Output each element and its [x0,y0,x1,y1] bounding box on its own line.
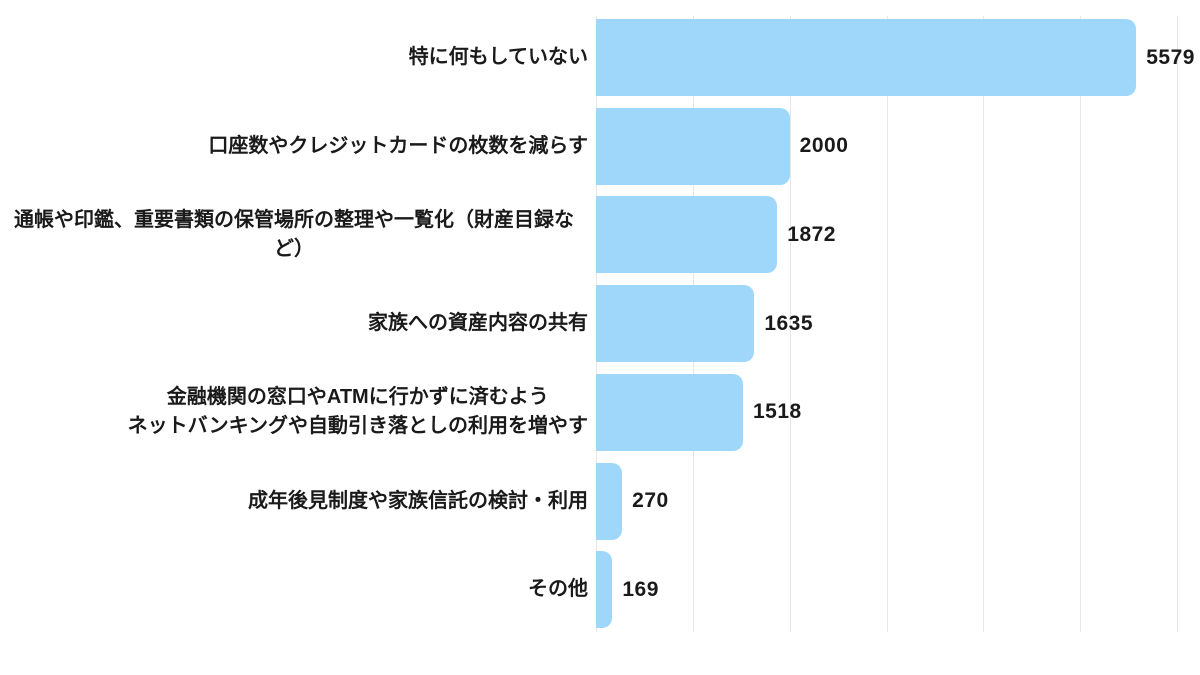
gridline-2000 [789,16,791,632]
value-label: 2000 [799,134,849,158]
bar-segment [596,285,755,363]
bar-segment [596,551,613,629]
value-label: 5579 [1146,45,1195,69]
chart-row-1: 口座数やクレジットカードの枚数を減らす 2000 [0,107,1200,185]
category-label-text: 家族への資産内容の共有 [368,312,588,335]
category-label: 通帳や印鑑、重要書類の保管場所の整理や一覧化（財産目録など） [0,206,588,264]
bar-segment [596,19,1137,96]
category-label: 金融機関の窓口やATMに行かずに済むよう ネットバンキングや自動引き落としの利用… [0,383,588,441]
category-label: 口座数やクレジットカードの枚数を減らす [0,132,588,161]
gridline-6000 [1177,16,1178,632]
bar-segment [596,107,790,185]
chart-row-5: 成年後見制度や家族信託の検討・利用 270 [0,462,1200,540]
value-label: 169 [622,577,659,601]
bar-segment [596,373,743,451]
chart-row-0: 特に何もしていない 5579 [0,19,1200,96]
category-label: その他 [0,575,588,604]
bar-segment [596,196,778,274]
chart-row-4: 金融機関の窓口やATMに行かずに済むよう ネットバンキングや自動引き落としの利用… [0,373,1200,451]
gridline-3000 [886,16,888,632]
category-label: 特に何もしていない [0,43,588,72]
bar-segment [596,462,623,540]
value-label: 1635 [764,311,814,335]
gridline-5000 [1080,16,1082,632]
category-label-text: その他 [528,578,588,601]
category-label-text: 口座数やクレジットカードの枚数を減らす [208,134,588,157]
chart-row-3: 家族への資産内容の共有 1635 [0,285,1200,363]
category-label-text: 金融機関の窓口やATMに行かずに済むよう ネットバンキングや自動引き落としの利用… [127,386,588,438]
category-label-text: 通帳や印鑑、重要書類の保管場所の整理や一覧化（財産目録など） [14,208,574,260]
category-label: 成年後見制度や家族信託の検討・利用 [0,487,588,516]
value-label: 270 [632,489,669,512]
value-label: 1518 [752,400,802,424]
category-label-text: 特に何もしていない [408,46,588,68]
value-label: 1872 [787,222,836,246]
category-label-text: 成年後見制度や家族信託の検討・利用 [248,489,588,512]
gridline-4000 [983,16,985,632]
category-label: 家族への資産内容の共有 [0,309,588,338]
chart-row-6: その他 169 [0,551,1200,629]
chart-row-2: 通帳や印鑑、重要書類の保管場所の整理や一覧化（財産目録など） 1872 [0,196,1200,274]
